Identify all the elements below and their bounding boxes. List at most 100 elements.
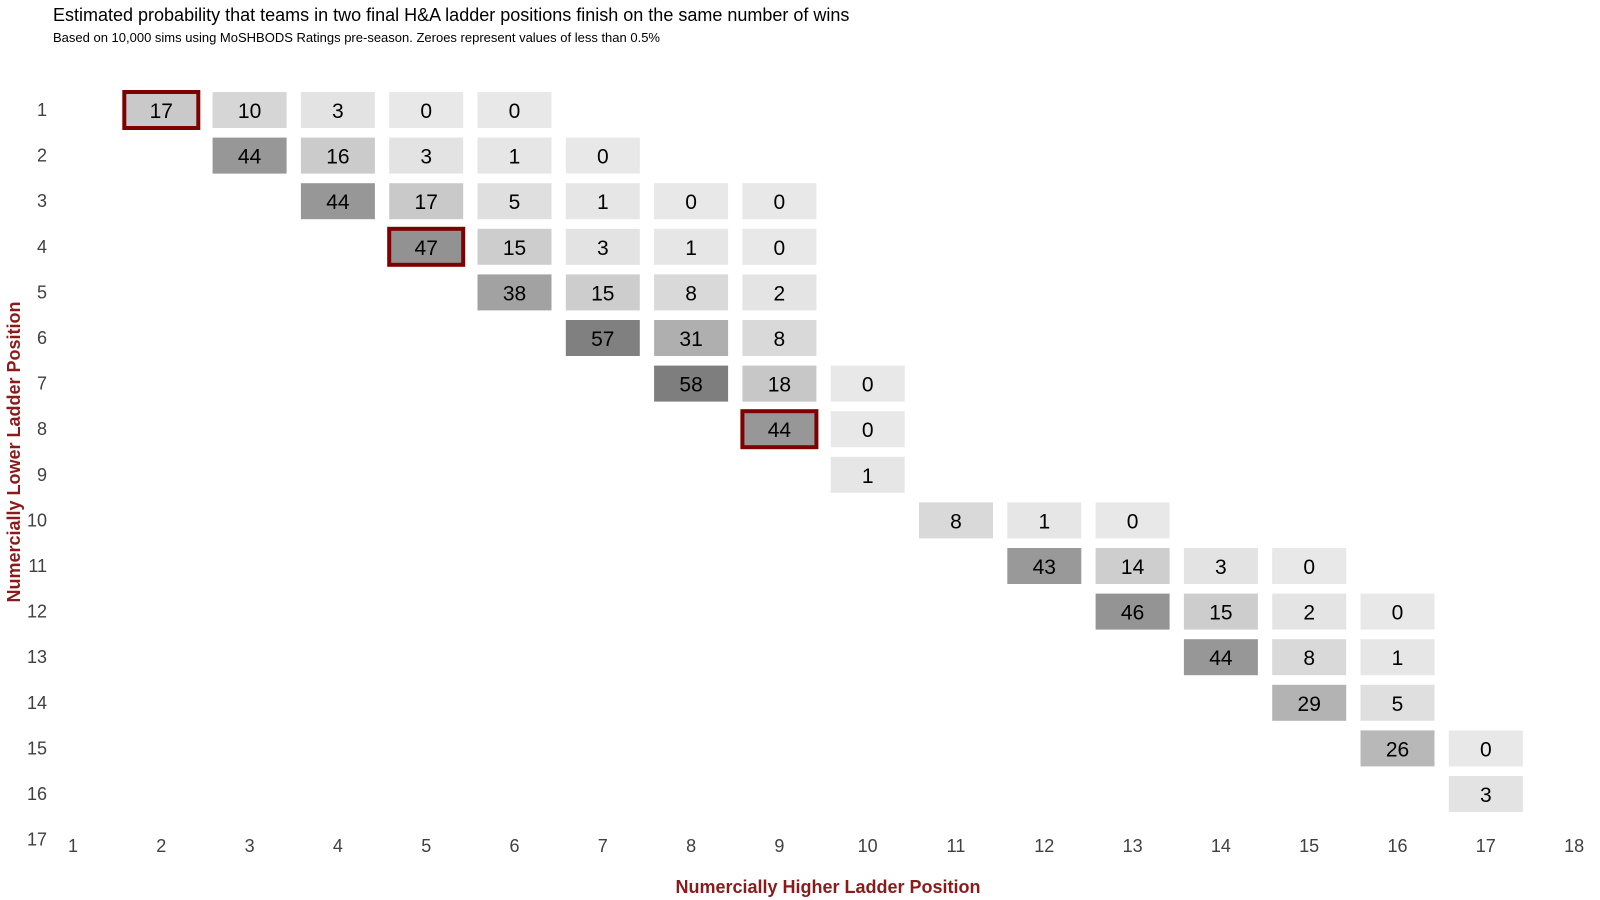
x-tick-label: 17 xyxy=(1476,836,1496,856)
heatmap-cell: 10 xyxy=(212,92,287,128)
heatmap-cell-label: 0 xyxy=(774,237,786,260)
heatmap-cell: 17 xyxy=(389,183,464,220)
heatmap-cell: 5 xyxy=(1360,684,1435,721)
heatmap-cell-rect xyxy=(654,183,729,220)
y-tick-label: 17 xyxy=(27,830,47,850)
heatmap-cell-label: 15 xyxy=(591,282,614,305)
heatmap-cell-rect xyxy=(389,92,464,128)
x-tick-label: 3 xyxy=(245,836,255,856)
heatmap-cell-rect xyxy=(919,502,993,539)
heatmap-cell-label: 14 xyxy=(1121,556,1145,579)
heatmap-cell-label: 5 xyxy=(1392,693,1404,716)
heatmap-cell-rect xyxy=(830,456,905,493)
heatmap-cell-rect xyxy=(654,365,729,402)
heatmap-cell: 1 xyxy=(654,228,729,265)
heatmap-cell-label: 29 xyxy=(1298,693,1321,716)
heatmap-cell-label: 58 xyxy=(679,374,702,397)
x-tick-label: 11 xyxy=(947,836,966,856)
heatmap-cell: 0 xyxy=(742,228,817,265)
heatmap-cell-label: 0 xyxy=(1480,738,1492,761)
chart-title: Estimated probability that teams in two … xyxy=(53,5,850,25)
x-tick-label: 16 xyxy=(1387,836,1407,856)
heatmap-cell-rect xyxy=(1360,684,1435,721)
heatmap-cell: 2 xyxy=(742,274,817,311)
heatmap-cell-rect xyxy=(742,365,817,402)
heatmap-cell-label: 44 xyxy=(1209,647,1233,670)
y-tick-label: 5 xyxy=(37,282,47,302)
heatmap-cell-rect xyxy=(654,274,729,311)
heatmap-cell-rect xyxy=(1272,684,1347,721)
heatmap-cell-label: 1 xyxy=(597,191,609,214)
heatmap-cell-label: 2 xyxy=(1303,602,1315,625)
heatmap-cell: 8 xyxy=(919,502,993,539)
heatmap-cell-label: 0 xyxy=(1303,556,1315,579)
x-tick-label: 13 xyxy=(1123,836,1143,856)
heatmap-cell-label: 18 xyxy=(768,374,791,397)
heatmap-cell: 3 xyxy=(300,92,375,128)
heatmap-cell-rect xyxy=(1360,730,1435,767)
heatmap-cell-rect xyxy=(742,320,817,356)
x-tick-label: 2 xyxy=(156,836,166,856)
heatmap-cell: 46 xyxy=(1095,593,1170,630)
heatmap-cell-rect xyxy=(300,183,375,220)
heatmap-cell-rect xyxy=(477,183,552,220)
heatmap-cell-rect xyxy=(830,365,905,402)
heatmap-cell-rect xyxy=(565,137,640,174)
y-tick-label: 15 xyxy=(27,738,47,758)
x-tick-label: 6 xyxy=(509,836,519,856)
heatmap-cell-label: 17 xyxy=(415,191,438,214)
heatmap-cell-rect xyxy=(1272,639,1347,676)
heatmap-cell-label: 8 xyxy=(950,510,962,533)
heatmap-cell-label: 44 xyxy=(768,419,792,442)
y-tick-label: 13 xyxy=(27,647,47,667)
heatmap-cell-label: 0 xyxy=(862,374,874,397)
heatmap-cell-rect xyxy=(742,228,817,265)
heatmap-cell: 0 xyxy=(1448,730,1523,767)
heatmap-cell-label: 0 xyxy=(1127,510,1139,533)
heatmap-cell-label: 3 xyxy=(332,100,344,123)
heatmap-cell: 3 xyxy=(389,137,464,174)
heatmap-cell-label: 8 xyxy=(1303,647,1315,670)
heatmap-cell-label: 8 xyxy=(774,328,786,351)
heatmap-cell-highlight-rect xyxy=(122,90,201,130)
heatmap-cell: 44 xyxy=(1183,639,1258,676)
x-tick-label: 12 xyxy=(1034,836,1054,856)
heatmap-cell-label: 3 xyxy=(1480,784,1492,807)
heatmap-cell: 16 xyxy=(300,137,375,174)
heatmap-cell: 29 xyxy=(1272,684,1347,721)
heatmap-cell: 17 xyxy=(122,90,201,130)
heatmap-cell: 0 xyxy=(477,92,552,128)
heatmap-cell: 0 xyxy=(1360,593,1435,630)
heatmap-cell-rect xyxy=(1272,548,1347,584)
heatmap-cell-rect xyxy=(477,92,552,128)
heatmap-cell: 5 xyxy=(477,183,552,220)
y-tick-label: 10 xyxy=(27,510,47,530)
heatmap-cell-label: 1 xyxy=(1038,510,1050,533)
heatmap-cell: 14 xyxy=(1095,548,1170,584)
heatmap-cell: 0 xyxy=(565,137,640,174)
heatmap-cell-label: 1 xyxy=(509,146,521,169)
heatmap-cell: 43 xyxy=(1007,548,1082,584)
heatmap-cell: 0 xyxy=(830,411,905,448)
heatmap-cell: 0 xyxy=(654,183,729,220)
x-tick-label: 5 xyxy=(421,836,431,856)
heatmap-cell: 1 xyxy=(477,137,552,174)
heatmap-cell-highlight-rect xyxy=(387,226,466,267)
x-tick-label: 1 xyxy=(68,836,78,856)
heatmap-cell-label: 15 xyxy=(1209,602,1232,625)
heatmap-cell: 0 xyxy=(1272,548,1347,584)
heatmap-cell-label: 3 xyxy=(597,237,609,260)
heatmap-cell: 3 xyxy=(1183,548,1258,584)
x-axis-ticks: 1 2 3 4 5 6 7 8 9 10 11 12 13 14 15 16 17 18 xyxy=(68,836,1584,856)
heatmap-cell: 38 xyxy=(477,274,552,311)
heatmap-cell-label: 1 xyxy=(1392,647,1404,670)
y-tick-label: 4 xyxy=(37,237,47,257)
heatmap-cell-label: 0 xyxy=(862,419,874,442)
y-tick-label: 6 xyxy=(37,328,47,348)
heatmap-cell-rect xyxy=(477,228,552,265)
heatmap-cell: 47 xyxy=(387,226,466,267)
heatmap-cell-label: 0 xyxy=(509,100,521,123)
heatmap-cell-label: 0 xyxy=(420,100,432,123)
